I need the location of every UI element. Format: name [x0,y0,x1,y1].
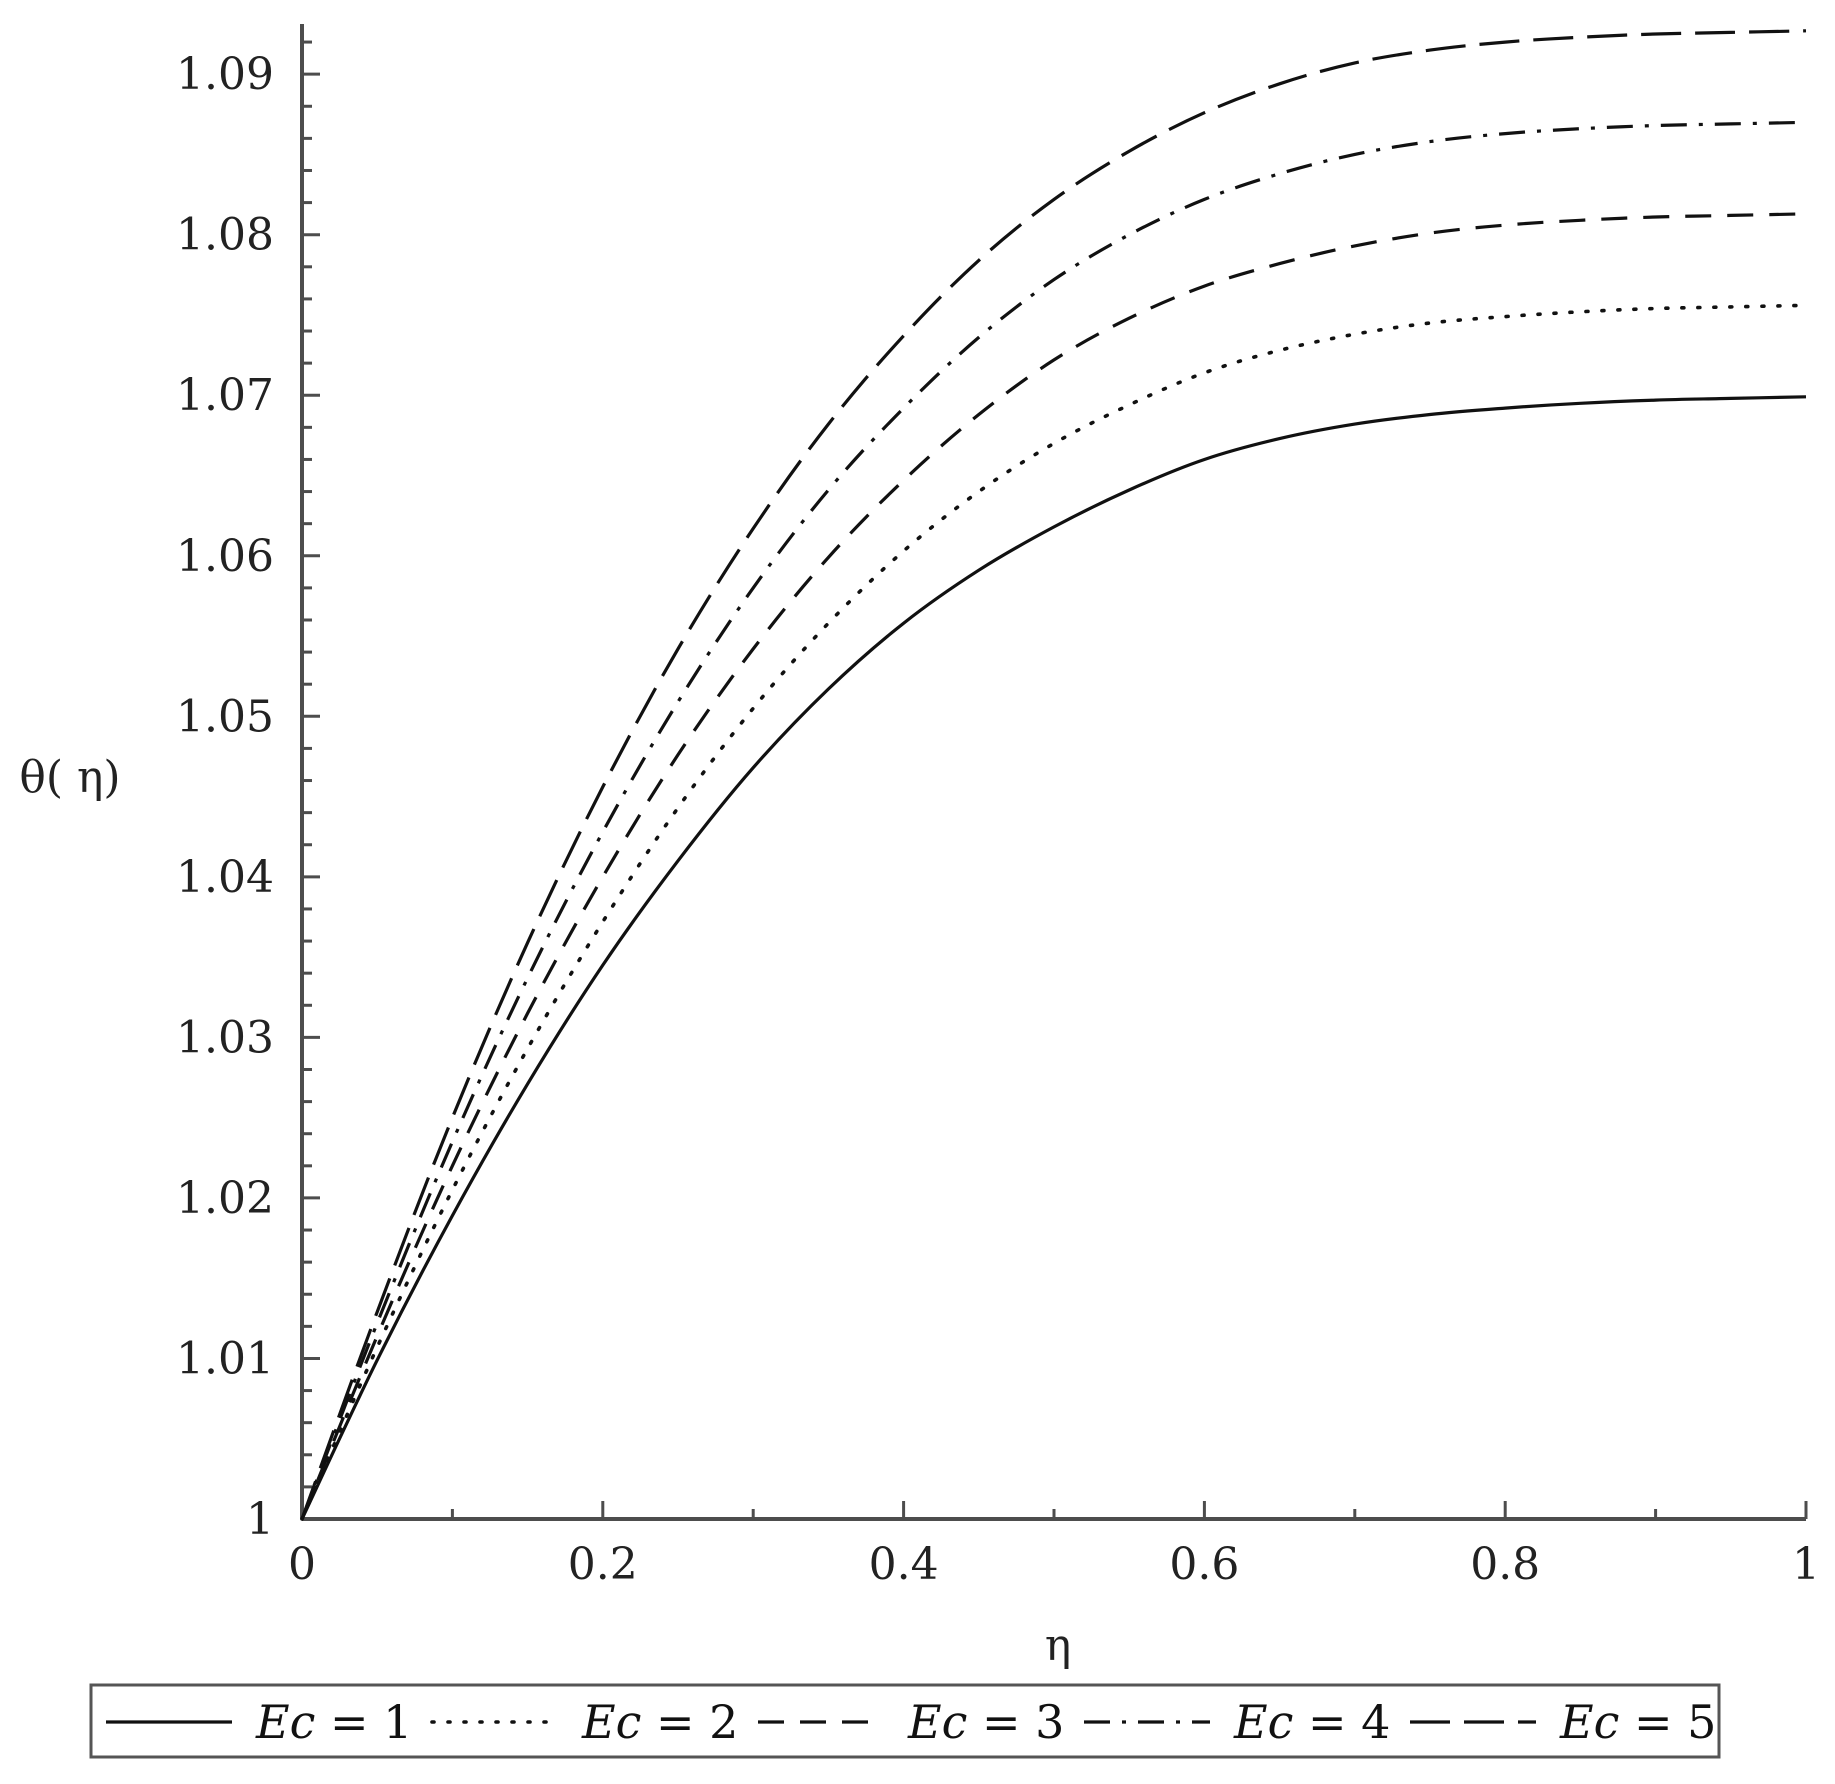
x-axis-title: η [1045,1620,1071,1671]
grid-and-axes [300,24,1808,1521]
legend-label-value: = 1 [315,1695,412,1749]
x-tick-label: 0.2 [568,1539,638,1590]
y-tick-label: 1.04 [176,852,274,903]
y-tick-label: 1.03 [176,1012,274,1063]
legend: Ec = 1 Ec = 2 Ec = 3 Ec = 4 Ec = 5 [89,1683,1721,1759]
y-tick-label: 1.06 [176,531,274,582]
x-tick-label: 0.6 [1169,1539,1239,1590]
legend-label-variable: Ec [581,1695,641,1749]
y-tick-label: 1.09 [176,49,274,100]
y-tick-label: 1.05 [176,691,274,742]
legend-label-ec-3: Ec = 3 [907,1695,1064,1749]
series-line-ec-2 [300,303,1808,1521]
series-line-ec-3 [300,212,1807,1520]
legend-label-variable: Ec [1559,1695,1619,1749]
legend-label-value: = 4 [1293,1695,1390,1749]
y-tick-label: 1.07 [176,370,274,421]
y-axis-title: θ( η) [19,752,120,803]
legend-label-ec-4: Ec = 4 [1233,1695,1390,1749]
x-tick-label: 1 [1792,1539,1820,1590]
x-tick-label: 0.8 [1470,1539,1540,1590]
x-tick-labels: 0 0.2 0.4 0.6 0.8 1 [288,1539,1820,1590]
series-line-ec-1 [300,395,1807,1520]
plot-area [300,29,1808,1521]
legend-label-value: = 3 [967,1695,1064,1749]
y-tick-label: 1.01 [176,1333,274,1384]
series-line-ec-5 [300,29,1807,1520]
legend-label-variable: Ec [255,1695,315,1749]
x-tick-label: 0 [288,1539,316,1590]
legend-label-variable: Ec [907,1695,967,1749]
legend-label-ec-5: Ec = 5 [1559,1695,1716,1749]
legend-label-value: = 5 [1619,1695,1716,1749]
y-tick-label: 1.02 [176,1173,274,1224]
legend-label-value: = 2 [641,1695,738,1749]
y-tick-label: 1.08 [176,210,274,261]
y-tick-label: 1 [246,1494,274,1545]
x-tick-label: 0.4 [869,1539,939,1590]
series-line-ec-4 [300,120,1807,1520]
legend-label-variable: Ec [1233,1695,1293,1749]
legend-label-ec-1: Ec = 1 [255,1695,412,1749]
legend-label-ec-2: Ec = 2 [581,1695,738,1749]
y-tick-labels: 1 1.01 1.02 1.03 1.04 1.05 1.06 1.07 1.08 1.09 [176,49,274,1545]
